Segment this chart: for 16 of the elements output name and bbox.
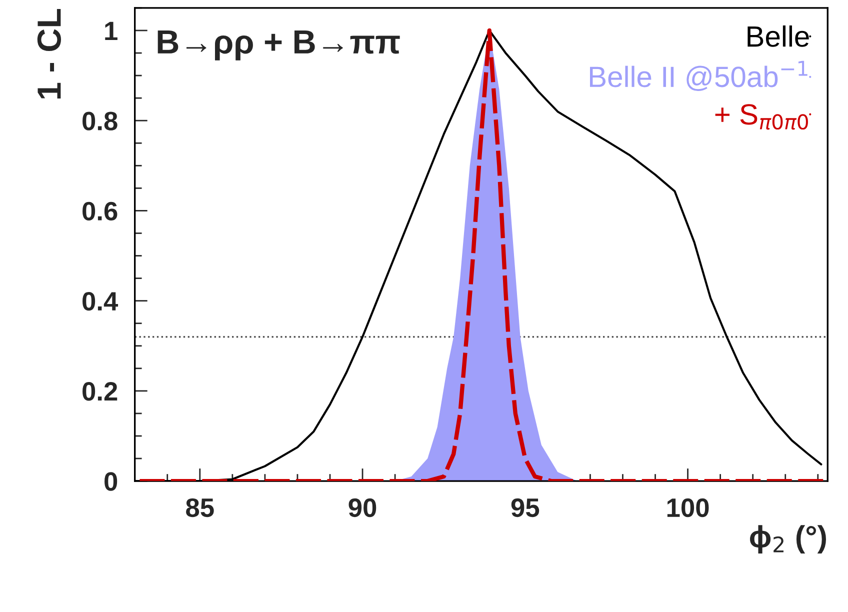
legend-label: Belle bbox=[748, 25, 809, 47]
y-axis-title: 1 - CL bbox=[37, 8, 62, 98]
x-tick-label: 85 bbox=[186, 498, 214, 518]
legend-label: + S$_{π0π0}$ bbox=[715, 104, 808, 130]
x-axis-title: ϕ$_{2}$ (°) bbox=[750, 525, 826, 554]
y-tick-label: 0.2 bbox=[82, 382, 118, 401]
y-tick-label: 0.8 bbox=[82, 112, 118, 130]
x-tick-label: 95 bbox=[511, 498, 540, 518]
y-tick-label: 1 bbox=[105, 22, 118, 40]
x-tick-label: 90 bbox=[348, 498, 376, 518]
y-tick-label: 0.6 bbox=[82, 202, 118, 221]
y-tick-label: 0 bbox=[104, 472, 118, 491]
text: B→ρρ + B→ππ bbox=[158, 30, 400, 60]
y-tick-label: 0.4 bbox=[82, 292, 118, 311]
legend-label: Belle II @50ab$^{−1}$ bbox=[590, 60, 808, 91]
x-tick-label: 100 bbox=[667, 498, 709, 518]
